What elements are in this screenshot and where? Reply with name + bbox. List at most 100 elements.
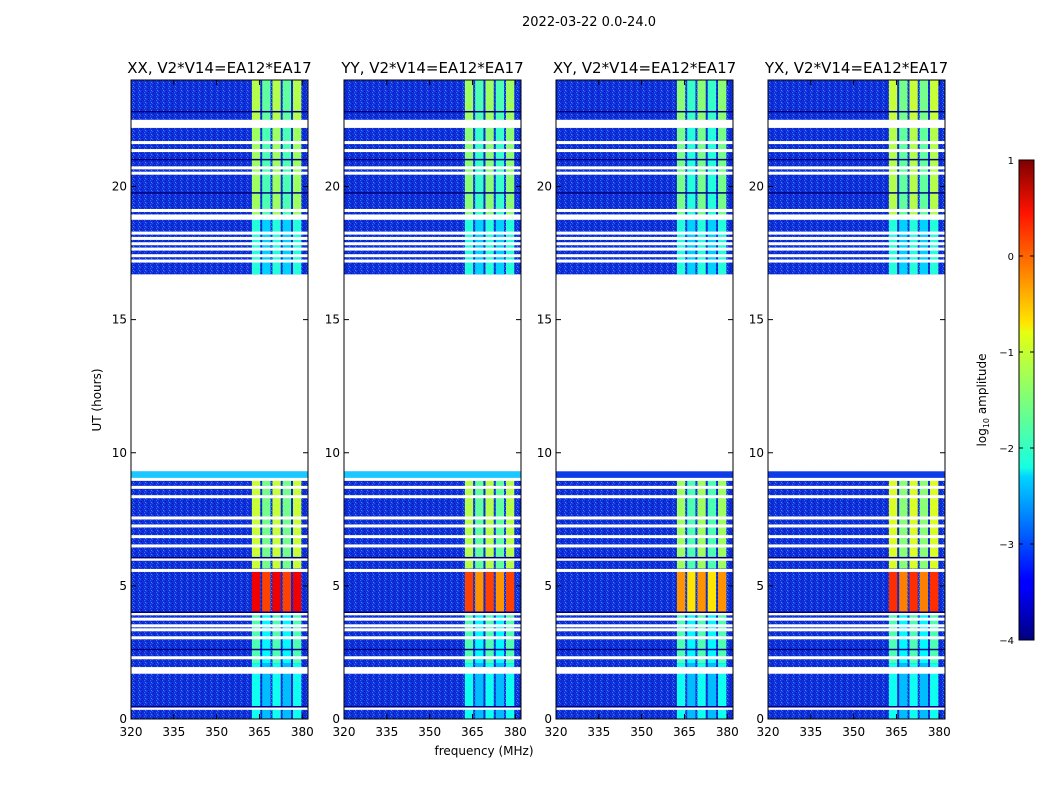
flag-line [556,110,733,113]
flag-line [131,242,308,246]
flag-line [768,477,945,481]
flag-line [344,259,521,263]
flag-line [344,611,521,613]
flag-line [344,535,521,539]
rfi-block [919,571,929,614]
flag-line [556,706,733,708]
rfi-block [707,571,717,614]
flag-line [344,636,521,640]
rfi-block [687,663,696,719]
rfi-block [930,80,939,120]
flag-line [344,158,521,161]
x-tick-label: 335 [587,725,610,739]
rfi-block [495,663,505,719]
panels: XX, V2*V14=EA12*EA17 320 335 350 365 380 0 5 10 1… [112,59,951,739]
x-tick-label: 380 [716,725,739,739]
flag-line [131,611,308,613]
flag-line [768,171,945,175]
rfi-block [899,80,908,120]
flag-line [131,524,308,528]
flag-line [131,208,308,212]
flag-line [556,617,733,621]
flag-bar [131,214,308,220]
flag-line [344,485,521,489]
y-tick-label: 20 [749,180,764,194]
y-tick-label: 0 [332,712,340,726]
rfi-block [506,663,515,719]
flag-bar [556,667,733,674]
rfi-block [888,663,898,719]
y-axis-label: UT (hours) [90,368,104,431]
x-tick-label: 365 [461,725,484,739]
flag-line [131,485,308,489]
flag-line [556,485,733,489]
rfi-block [262,663,271,719]
colorbar-tick-label: −4 [999,636,1014,647]
flag-line [131,171,308,175]
rfi-block [687,571,696,614]
rfi-block [697,479,706,569]
x-tick-label: 365 [673,725,696,739]
panel-title: YX, V2*V14=EA12*EA17 [764,59,948,77]
y-tick-label: 10 [749,446,764,460]
rfi-block [464,218,474,275]
rfi-block [262,80,271,120]
x-tick-label: 320 [120,725,143,739]
rfi-block [282,663,292,719]
flag-line [131,236,308,240]
rfi-block [495,479,505,569]
rfi-block [262,571,271,614]
flag-line [556,254,733,258]
axes-frame [767,79,946,720]
flag-line [768,656,945,660]
flag-line [556,636,733,640]
data-segment [131,471,308,719]
rfi-block [888,571,898,614]
flag-line [131,706,308,708]
x-tick-label: 365 [248,725,271,739]
flag-line [344,706,521,710]
flag-line [768,628,945,632]
flag-line [131,612,308,616]
flag-line [131,535,308,539]
flag-line [768,612,945,616]
flag-line [768,110,945,113]
colorbar-label-suffix: amplitude [975,354,989,418]
panel-yy: YY, V2*V14=EA12*EA17 320 335 350 365 380 0 5 10 1… [325,59,527,739]
x-tick-label: 350 [842,725,865,739]
flag-line [768,192,945,194]
flag-line [344,557,521,561]
flag-line [344,231,521,235]
rfi-block [475,80,484,120]
flag-line [768,495,945,499]
x-tick-label: 335 [799,725,822,739]
flag-line [131,628,308,632]
flag-line [768,254,945,258]
flag-line [344,706,521,708]
flag-line [556,208,733,212]
flag-bar [556,214,733,220]
flag-line [556,611,733,613]
rfi-block [930,218,939,275]
rfi-block [687,80,696,120]
y-tick-label: 15 [325,313,340,327]
rfi-block [272,80,281,120]
flag-line [344,617,521,621]
flag-line [556,495,733,499]
flag-line [344,141,521,145]
y-tick-label: 5 [332,579,340,593]
y-tick-label: 10 [112,446,127,460]
flag-line [556,557,733,561]
y-tick-label: 20 [325,180,340,194]
x-tick-label: 350 [418,725,441,739]
axes-frame [555,79,734,720]
flag-line [344,208,521,212]
rfi-block [909,479,918,569]
panel-title: XX, V2*V14=EA12*EA17 [127,59,311,77]
rfi-block [293,479,302,569]
axes-frame [130,79,309,720]
rfi-block [676,571,686,614]
y-tick-label: 20 [112,180,127,194]
rfi-block [909,218,918,275]
rfi-block [272,479,281,569]
